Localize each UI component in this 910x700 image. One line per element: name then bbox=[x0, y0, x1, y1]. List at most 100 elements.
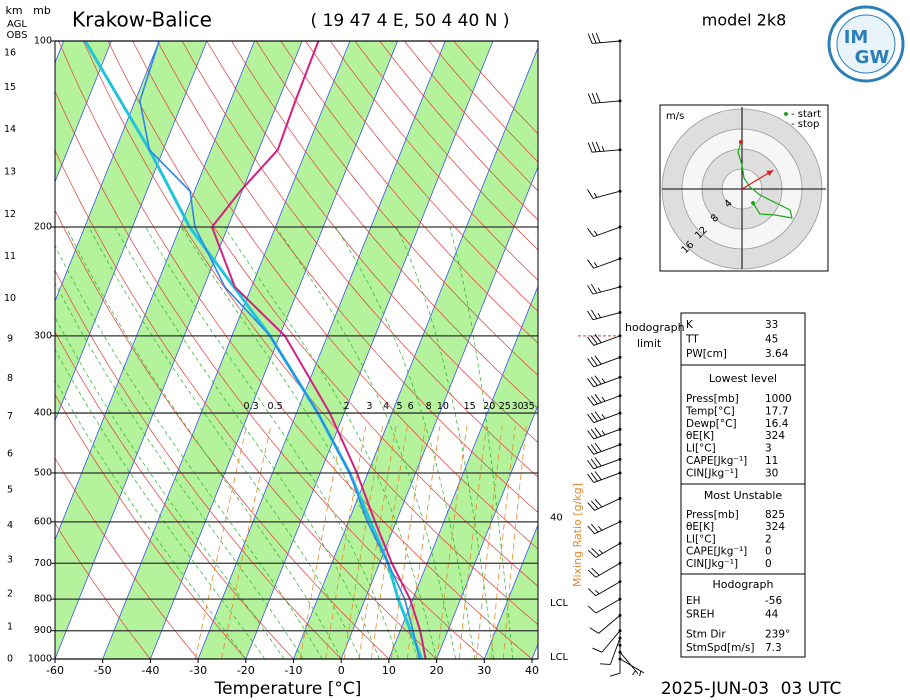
index-value: 324 bbox=[765, 430, 785, 442]
wind-barb bbox=[589, 615, 621, 634]
hodograph-stop bbox=[739, 140, 743, 144]
wind-barb bbox=[587, 457, 621, 470]
wind-level-dot bbox=[618, 471, 622, 475]
wind-barb bbox=[587, 283, 621, 295]
height-tick-label: 4 bbox=[7, 520, 13, 531]
dry-adiabat bbox=[206, 41, 538, 443]
wind-barb bbox=[587, 471, 621, 483]
wind-level-dot bbox=[618, 394, 622, 398]
wind-barb bbox=[587, 393, 621, 406]
mixing-ratio-label: 5 bbox=[396, 401, 402, 412]
y-tick-label: 600 bbox=[34, 516, 52, 527]
annotation: 40 bbox=[550, 513, 563, 524]
x-tick-label: -60 bbox=[46, 664, 64, 677]
index-value: 324 bbox=[765, 521, 785, 533]
wind-level-dot bbox=[618, 497, 622, 501]
x-tick-label: -40 bbox=[141, 664, 159, 677]
dry-adiabat bbox=[157, 41, 538, 514]
index-name: EH bbox=[686, 595, 701, 607]
dry-adiabat bbox=[55, 331, 294, 659]
profile-line bbox=[139, 41, 421, 659]
index-name: K bbox=[686, 319, 694, 331]
dry-adiabat bbox=[231, 41, 538, 410]
height-tick-label: 10 bbox=[4, 293, 16, 304]
dry-adiabat bbox=[305, 41, 538, 312]
x-tick-label: 0 bbox=[338, 664, 345, 677]
wind-level-dot bbox=[618, 355, 622, 359]
section-title: Most Unstable bbox=[704, 489, 783, 502]
index-name: Press[mb] bbox=[686, 509, 739, 521]
wind-barb bbox=[587, 258, 621, 269]
index-value: 0 bbox=[765, 558, 772, 570]
index-name: PW[cm] bbox=[686, 348, 727, 360]
isotherm bbox=[55, 41, 160, 303]
index-value: 30 bbox=[765, 467, 778, 479]
mixing-ratio-line bbox=[390, 426, 426, 659]
wind-level-dot bbox=[618, 520, 622, 524]
y-tick-label: 200 bbox=[34, 222, 52, 233]
plot-area bbox=[55, 41, 538, 659]
mixing-ratio-label: 25 bbox=[499, 401, 511, 412]
dry-adiabat bbox=[55, 522, 151, 659]
isotherm bbox=[55, 41, 303, 659]
dry-adiabat bbox=[280, 41, 538, 344]
mixing-ratio-label: 0.3 bbox=[244, 401, 259, 412]
isotherm bbox=[55, 41, 255, 541]
height-tick-label: 1 bbox=[7, 621, 13, 632]
wind-level-dot bbox=[618, 650, 622, 654]
index-value: 16.4 bbox=[765, 418, 789, 430]
height-tick-label: 3 bbox=[7, 555, 13, 566]
moist-adiabat bbox=[449, 226, 514, 659]
index-value: 1000 bbox=[765, 393, 792, 405]
index-value: 7.3 bbox=[765, 642, 782, 654]
index-name: SREH bbox=[686, 608, 715, 620]
index-value: 3 bbox=[765, 443, 772, 455]
isotherm-band bbox=[102, 41, 398, 659]
wind-level-dot bbox=[618, 411, 622, 415]
height-tick-label: 7 bbox=[7, 411, 13, 422]
wind-barb bbox=[587, 442, 621, 455]
wind-barb bbox=[587, 542, 621, 558]
time: 03 UTC bbox=[781, 679, 842, 699]
wind-barb bbox=[587, 92, 621, 104]
dry-adiabat bbox=[181, 41, 538, 478]
isotherm bbox=[388, 285, 538, 659]
isotherm bbox=[436, 404, 538, 659]
hodograph-limit-text: limit bbox=[637, 337, 662, 350]
wind-level-dot bbox=[618, 334, 622, 338]
wind-barb bbox=[587, 32, 621, 44]
isotherm bbox=[150, 41, 398, 659]
profile-line bbox=[211, 41, 427, 659]
mixing-ratio-line bbox=[299, 426, 344, 659]
mixing-ratio-label: 30 bbox=[512, 401, 524, 412]
wind-barb bbox=[619, 651, 639, 676]
index-name: CAPE[Jkg⁻¹] bbox=[686, 546, 747, 558]
wind-level-dot bbox=[618, 39, 622, 43]
height-tick-label: 11 bbox=[4, 251, 16, 262]
wind-level-dot bbox=[618, 457, 622, 461]
section-title: Lowest level bbox=[709, 372, 777, 385]
wind-barb bbox=[587, 498, 621, 511]
dry-adiabat bbox=[55, 149, 437, 659]
wind-barb bbox=[587, 334, 621, 346]
y-tick-label: 1000 bbox=[28, 654, 52, 665]
mixing-ratio-line bbox=[325, 426, 367, 659]
mixing-ratio-label: 35 bbox=[523, 401, 535, 412]
index-name: CAPE[Jkg⁻¹] bbox=[686, 455, 747, 467]
index-value: 825 bbox=[765, 509, 785, 521]
legend-text: - start bbox=[791, 109, 821, 120]
mixing-ratio-label: 2 bbox=[344, 401, 350, 412]
section-title: Hodograph bbox=[713, 578, 774, 591]
index-name: StmSpd[m/s] bbox=[686, 642, 754, 654]
index-name: TT bbox=[685, 334, 699, 346]
mixing-ratio-label: 4 bbox=[383, 401, 389, 412]
wind-level-dot bbox=[618, 629, 622, 633]
wind-barb bbox=[587, 309, 621, 321]
mixing-ratio-label: 6 bbox=[408, 401, 414, 412]
mixing-ratio-line bbox=[436, 426, 468, 659]
dry-adiabat bbox=[55, 209, 390, 659]
annotation: LCL bbox=[550, 598, 569, 609]
index-value: 11 bbox=[765, 455, 778, 467]
location: ( 19 47 4 E, 50 4 40 N ) bbox=[311, 11, 510, 31]
wind-barb bbox=[587, 581, 621, 597]
